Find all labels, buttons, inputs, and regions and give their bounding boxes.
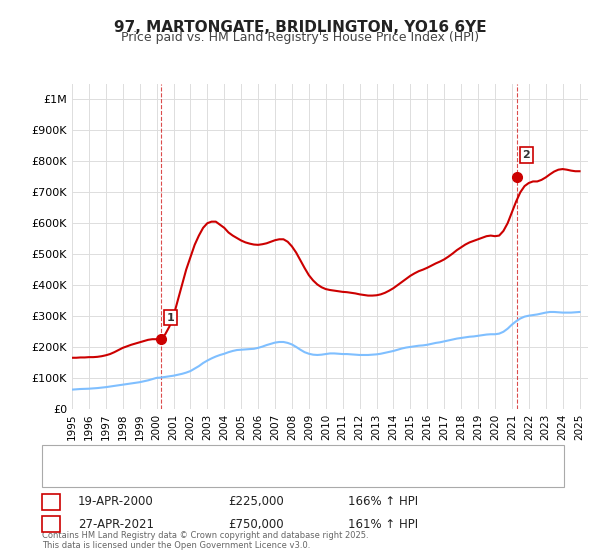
Text: £750,000: £750,000: [228, 517, 284, 531]
Text: 19-APR-2000: 19-APR-2000: [78, 495, 154, 508]
Text: 27-APR-2021: 27-APR-2021: [78, 517, 154, 531]
Text: £225,000: £225,000: [228, 495, 284, 508]
Text: 1: 1: [167, 312, 175, 323]
Text: 2: 2: [523, 150, 530, 160]
Text: Price paid vs. HM Land Registry's House Price Index (HPI): Price paid vs. HM Land Registry's House …: [121, 31, 479, 44]
Text: 97, MARTONGATE, BRIDLINGTON, YO16 6YE: 97, MARTONGATE, BRIDLINGTON, YO16 6YE: [113, 20, 487, 35]
Text: 2: 2: [47, 517, 55, 531]
Text: 1: 1: [47, 495, 55, 508]
Text: 97, MARTONGATE, BRIDLINGTON, YO16 6YE (detached house): 97, MARTONGATE, BRIDLINGTON, YO16 6YE (d…: [90, 447, 412, 457]
Text: 161% ↑ HPI: 161% ↑ HPI: [348, 517, 418, 531]
Text: 166% ↑ HPI: 166% ↑ HPI: [348, 495, 418, 508]
Text: Contains HM Land Registry data © Crown copyright and database right 2025.
This d: Contains HM Land Registry data © Crown c…: [42, 530, 368, 550]
Text: HPI: Average price, detached house, East Riding of Yorkshire: HPI: Average price, detached house, East…: [90, 463, 406, 473]
